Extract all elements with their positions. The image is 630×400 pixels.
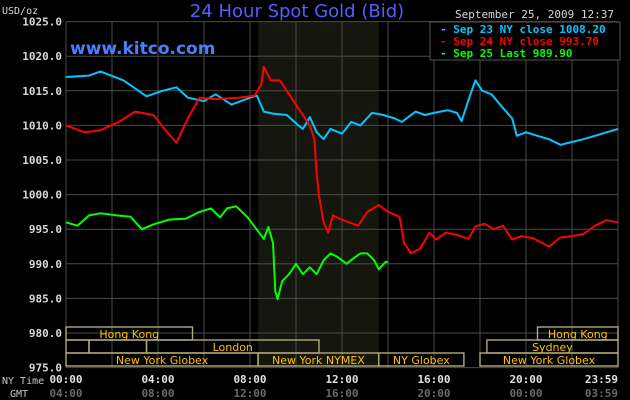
session-label: New York Globex <box>116 354 209 367</box>
x-tick-label-ny: 23:59 <box>585 373 618 386</box>
gmt-row-label: GMT <box>10 389 28 400</box>
session-label: Hong Kong <box>548 328 608 341</box>
session-box <box>479 352 619 367</box>
legend-entry: - Sep 23 NY close 1008.20 <box>440 23 606 36</box>
series-line-2 <box>65 65 619 255</box>
y-tick-label: 1020.0 <box>22 50 62 63</box>
session-box <box>65 339 90 354</box>
x-tick-label-ny: 12:00 <box>325 373 358 386</box>
session-label: New York NYMEX <box>272 354 365 367</box>
y-tick-label: 995.0 <box>29 223 62 236</box>
y-tick-label: 985.0 <box>29 292 62 305</box>
y-tick-label: 975.0 <box>29 362 62 375</box>
x-tick-label-ny: 08:00 <box>233 373 266 386</box>
x-tick-label-gmt: 03:59 <box>585 387 618 400</box>
x-tick-label-gmt: 04:00 <box>49 387 82 400</box>
x-tick-label-gmt: 12:00 <box>233 387 266 400</box>
x-tick-label-ny: 16:00 <box>417 373 450 386</box>
x-tick-label-ny: 04:00 <box>141 373 174 386</box>
session-label: London <box>213 341 253 354</box>
x-tick-label-gmt: 16:00 <box>325 387 358 400</box>
legend-entry: - Sep 24 NY close 993.70 <box>440 35 599 48</box>
y-tick-label: 980.0 <box>29 327 62 340</box>
x-tick-label-gmt: 00:00 <box>509 387 542 400</box>
session-label: New York Globex <box>503 354 596 367</box>
session-label: Sydney <box>532 341 573 354</box>
y-tick-label: 1025.0 <box>22 16 62 29</box>
chart-title: 24 Hour Spot Gold (Bid) <box>190 1 404 22</box>
watermark: www.kitco.com <box>70 39 215 59</box>
y-tick-label: 1000.0 <box>22 189 62 202</box>
x-tick-label-ny: 20:00 <box>509 373 542 386</box>
x-tick-label-gmt: 20:00 <box>417 387 450 400</box>
legend-entry: - Sep 25 Last 989.90 <box>440 47 572 60</box>
y-tick-label: 990.0 <box>29 258 62 271</box>
session-label: NY Globex <box>393 354 450 367</box>
timestamp: September 25, 2009 12:37 <box>455 8 614 21</box>
series-line-3 <box>65 205 389 301</box>
legend-box <box>429 21 621 61</box>
x-tick-label-ny: 00:00 <box>49 373 82 386</box>
y-tick-label: 1015.0 <box>22 85 62 98</box>
y-tick-label: 1005.0 <box>22 154 62 167</box>
session-label: Hong Kong <box>99 328 159 341</box>
y-tick-label: 1010.0 <box>22 119 62 132</box>
x-tick-label-gmt: 08:00 <box>141 387 174 400</box>
session-box <box>88 339 148 354</box>
ny-time-row-label: NY Time <box>2 376 44 387</box>
y-axis-label: USD/oz <box>2 6 38 17</box>
session-box <box>378 352 465 367</box>
